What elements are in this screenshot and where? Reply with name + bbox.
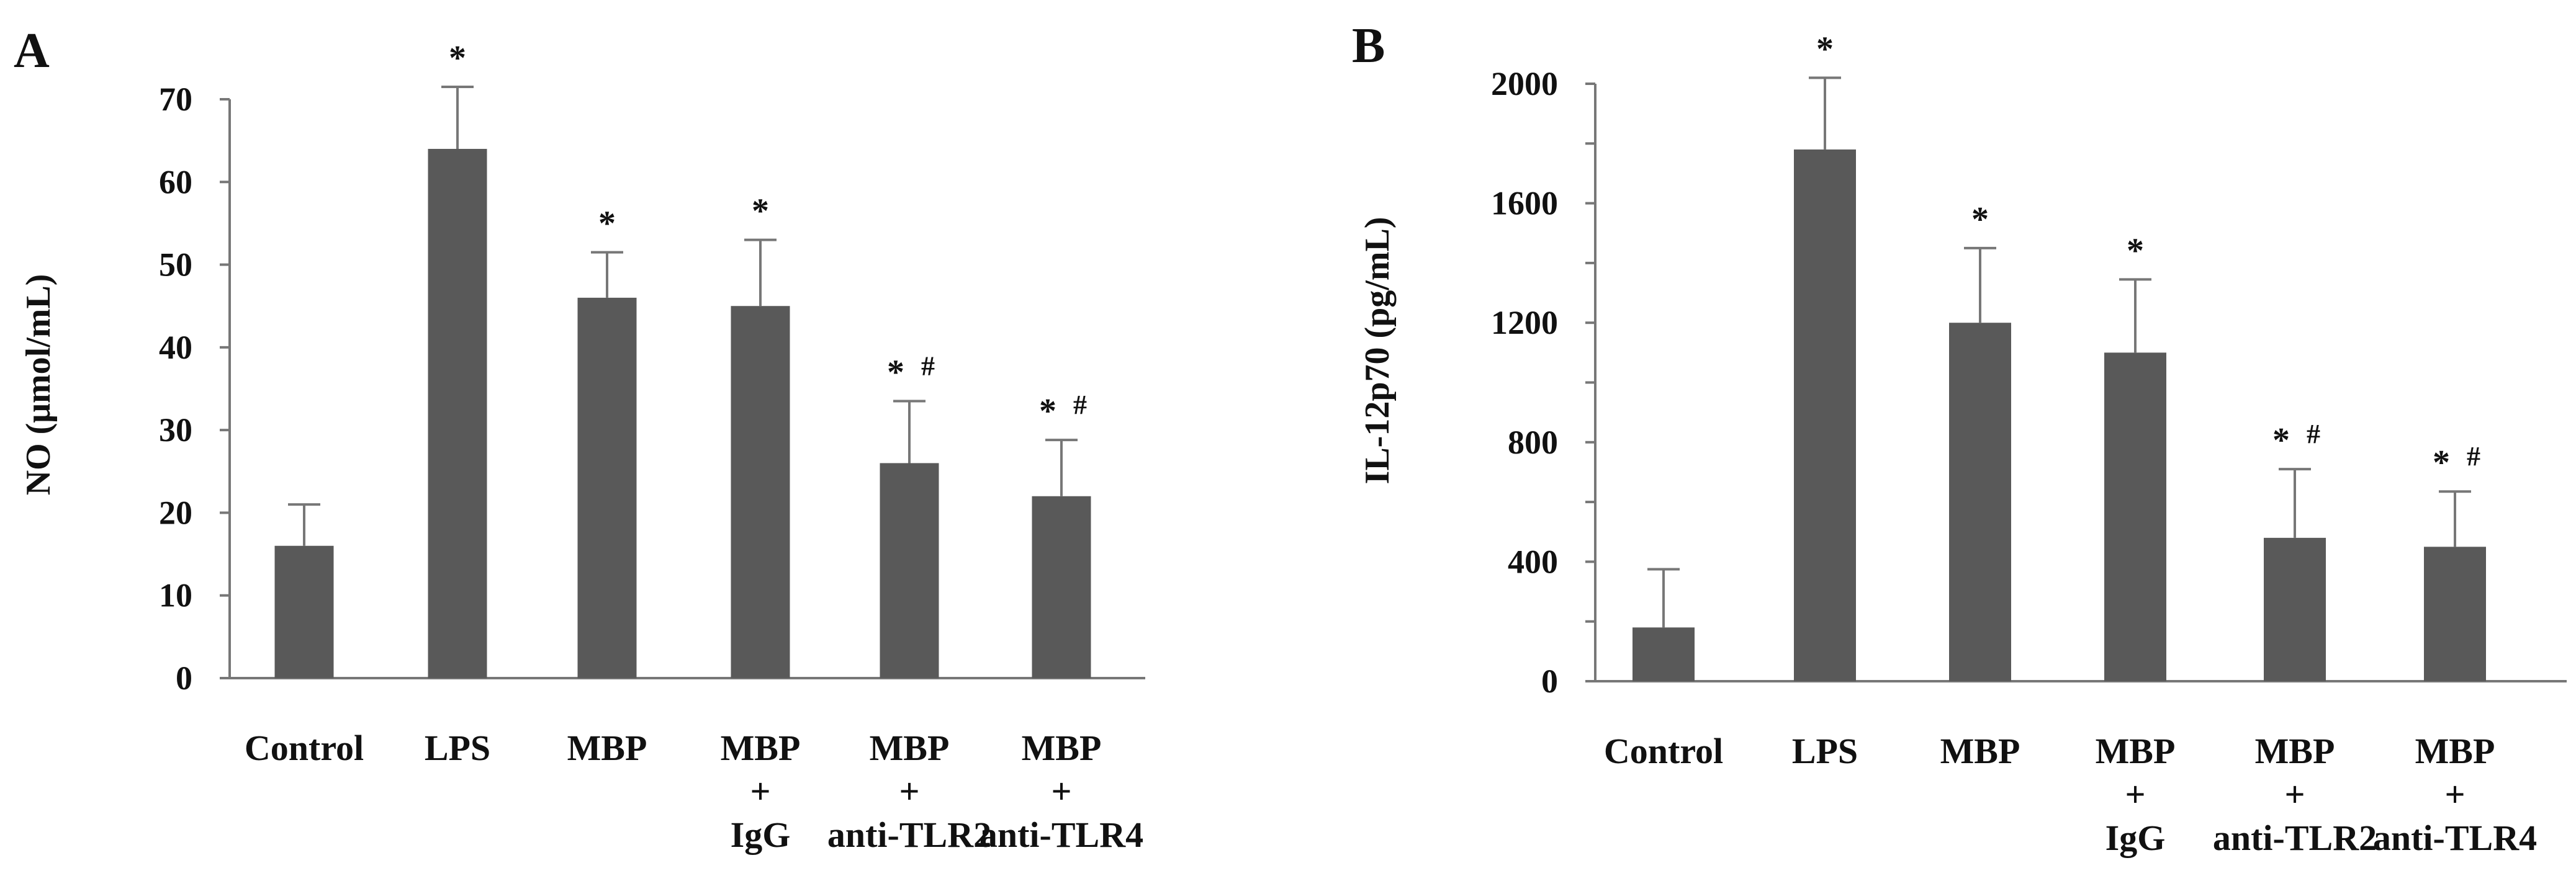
panel-b-category-label-4: IgG xyxy=(2105,818,2166,858)
panel-a-category-label-6: anti-TLR4 xyxy=(980,815,1143,855)
panel-b-category-label-3: MBP xyxy=(1940,731,2020,771)
panel-b-category-label-5: MBP xyxy=(2255,731,2335,771)
panel-b-category-label-5: anti-TLR2 xyxy=(2213,818,2377,858)
panel-a-category-label-2: LPS xyxy=(425,728,490,768)
panel-b-y-tick-label: 1600 xyxy=(1491,185,1558,222)
panel-b-significance-star-5: * xyxy=(2272,421,2290,460)
panel-a-y-tick-label: 10 xyxy=(159,577,192,614)
panel-a-significance-star-5: * xyxy=(887,353,904,391)
panel-b-category-label-5: + xyxy=(2284,774,2305,815)
panel-a-significance-hash-5: # xyxy=(921,351,935,381)
panel-b-bar-3 xyxy=(1949,323,2011,681)
panel-b-significance-star-2: * xyxy=(1816,30,1834,68)
panel-b-category-label-6: + xyxy=(2444,774,2465,815)
panel-b-bar-1 xyxy=(1633,627,1695,681)
panel-a-significance-hash-6: # xyxy=(1073,390,1087,420)
panel-b-category-label-6: anti-TLR4 xyxy=(2373,818,2537,858)
panel-b-letter: B xyxy=(1352,19,1385,73)
panel-a-category-label-6: MBP xyxy=(1022,728,1102,768)
panel-a-category-label-3: MBP xyxy=(567,728,647,768)
panel-b-category-label-6: MBP xyxy=(2415,731,2495,771)
panel-b-significance-hash-5: # xyxy=(2307,419,2320,449)
panel-a-bar-5 xyxy=(880,463,939,678)
panel-a-category-label-5: MBP xyxy=(870,728,950,768)
panel-a-significance-star-6: * xyxy=(1039,392,1056,431)
panel-a-category-label-4: MBP xyxy=(721,728,801,768)
panel-a-y-tick-label: 60 xyxy=(159,163,192,200)
panel-b-category-label-1: Control xyxy=(1604,731,1723,771)
panel-b-y-tick-label: 800 xyxy=(1508,424,1558,461)
panel-a-y-tick-label: 50 xyxy=(159,246,192,284)
panel-a-bar-3 xyxy=(577,297,637,678)
panel-a-bar-4 xyxy=(731,306,790,678)
panel-b-bar-2 xyxy=(1794,149,1856,681)
panel-a-y-tick-label: 70 xyxy=(159,81,192,118)
panel-b-significance-hash-6: # xyxy=(2467,441,2480,472)
panel-a-y-axis-label: NO (μmol/mL) xyxy=(19,274,58,496)
panel-a-y-tick-label: 40 xyxy=(159,329,192,366)
panel-a-significance-star-4: * xyxy=(752,192,769,231)
panel-b-y-tick-label: 0 xyxy=(1541,663,1558,700)
panel-b-significance-star-3: * xyxy=(1971,200,1989,239)
panel-a-category-label-4: + xyxy=(750,771,770,812)
panel-b-y-tick-label: 1200 xyxy=(1491,304,1558,341)
panel-a-y-tick-label: 20 xyxy=(159,494,192,531)
panel-a-category-label-5: anti-TLR2 xyxy=(827,815,991,855)
panel-a-significance-star-2: * xyxy=(449,39,466,78)
panel-a-y-tick-label: 0 xyxy=(176,660,192,697)
panel-a-bar-2 xyxy=(428,148,487,678)
panel-b-bar-4 xyxy=(2104,352,2166,681)
panel-b-y-tick-label: 400 xyxy=(1508,543,1558,580)
panel-a-significance-star-3: * xyxy=(598,205,616,243)
panel-a-bar-1 xyxy=(274,545,334,678)
panel-b-significance-star-4: * xyxy=(2127,231,2144,270)
panel-b-category-label-4: + xyxy=(2125,774,2145,815)
panel-a-category-label-4: IgG xyxy=(731,815,791,855)
panel-b-significance-star-6: * xyxy=(2433,444,2450,482)
panel-b-category-label-2: LPS xyxy=(1792,731,1858,771)
panel-b-bar-5 xyxy=(2264,537,2326,681)
panel-b-y-axis-label: IL-12p70 (pg/mL) xyxy=(1358,217,1397,485)
panel-a-category-label-6: + xyxy=(1051,771,1071,812)
panel-a-y-tick-label: 30 xyxy=(159,411,192,449)
panel-a-category-label-1: Control xyxy=(245,728,364,768)
panel-a-letter: A xyxy=(14,24,50,78)
panel-a-bar-6 xyxy=(1032,496,1091,678)
panel-b-category-label-4: MBP xyxy=(2096,731,2176,771)
panel-a-category-label-5: + xyxy=(899,771,919,812)
panel-b-bar-6 xyxy=(2424,547,2486,681)
panel-b-y-tick-label: 2000 xyxy=(1491,65,1558,102)
